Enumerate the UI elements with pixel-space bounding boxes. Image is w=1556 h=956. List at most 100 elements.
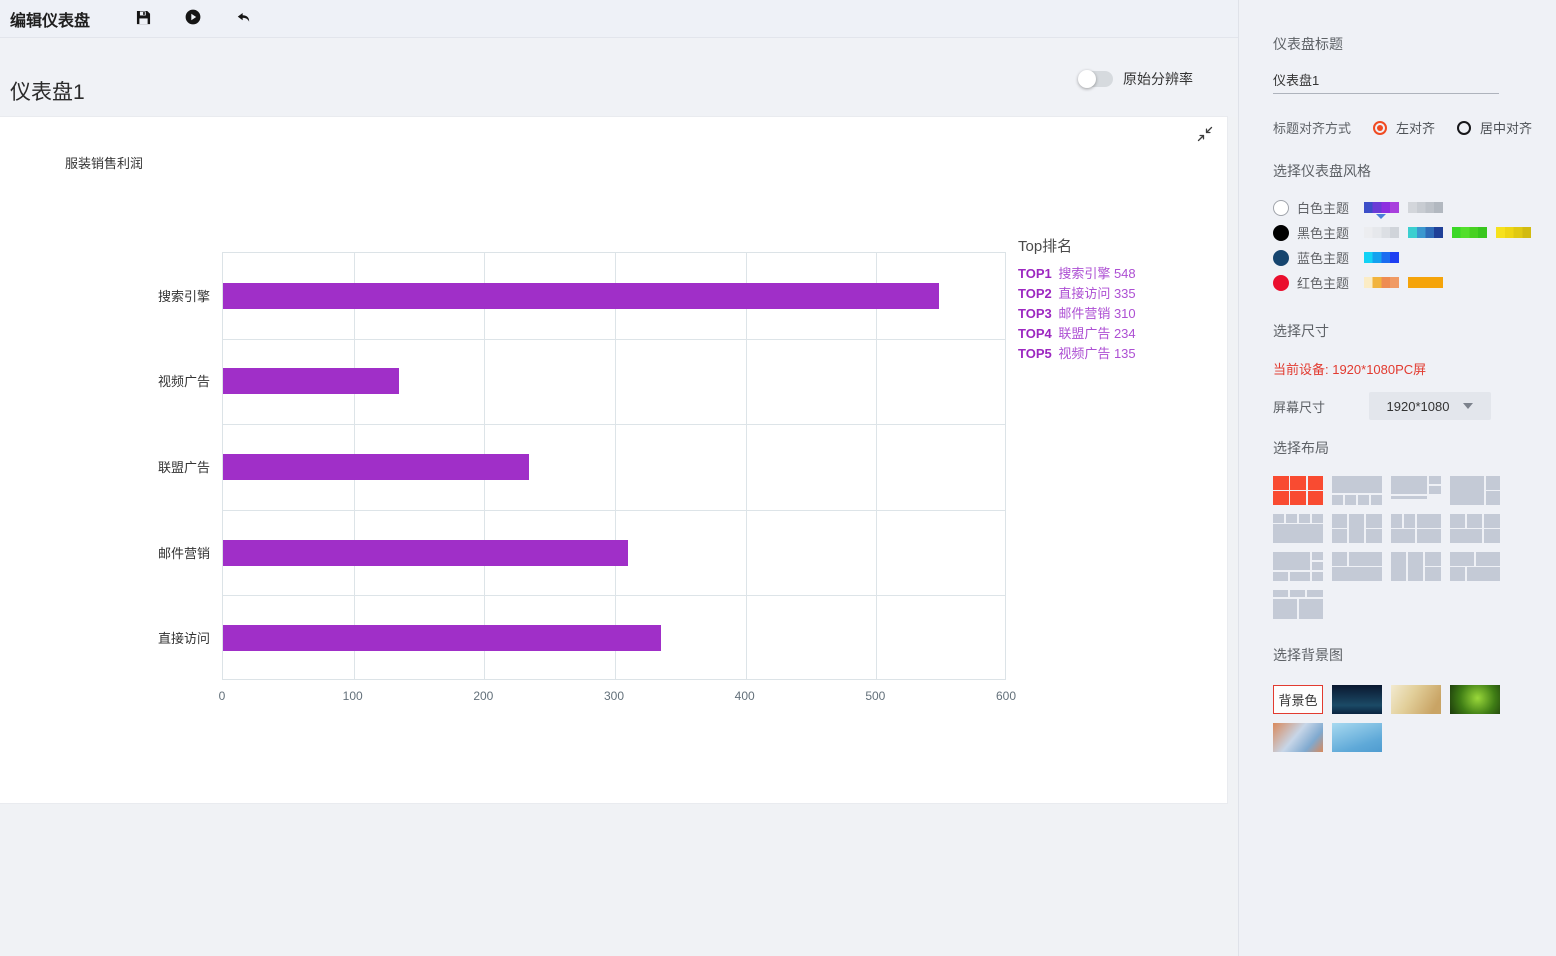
dashboard-header: 仪表盘1 原始分辨率 bbox=[0, 38, 1238, 117]
layout-thumb-7[interactable] bbox=[1391, 514, 1441, 543]
theme-swatches bbox=[1364, 227, 1531, 238]
screen-size-label: 屏幕尺寸 bbox=[1273, 399, 1326, 415]
settings-sidebar: 仪表盘标题 标题对齐方式 左对齐 居中对齐 选择仪表盘风格 白色主题黑色主题蓝色主… bbox=[1238, 0, 1556, 956]
layout-thumb-2[interactable] bbox=[1332, 476, 1382, 505]
theme-color-dot[interactable] bbox=[1273, 274, 1289, 291]
background-image-thumb-warm-field[interactable] bbox=[1391, 685, 1441, 714]
save-button[interactable] bbox=[130, 6, 156, 32]
radio-option[interactable]: 左对齐 bbox=[1373, 118, 1435, 137]
title-align-section: 标题对齐方式 左对齐 居中对齐 bbox=[1273, 118, 1532, 137]
layout-cell bbox=[1425, 552, 1441, 566]
background-image-thumb-color-blur[interactable] bbox=[1273, 723, 1323, 752]
legend-title: Top排名 bbox=[1018, 238, 1073, 255]
background-image-thumb-night-sky[interactable] bbox=[1332, 685, 1382, 714]
theme-swatch[interactable] bbox=[1496, 227, 1531, 238]
layout-cell bbox=[1450, 567, 1465, 581]
layout-cell bbox=[1391, 476, 1427, 494]
layout-thumb-13[interactable] bbox=[1273, 590, 1323, 619]
theme-swatch[interactable] bbox=[1408, 227, 1443, 238]
background-image-thumb-blue-gradient[interactable] bbox=[1332, 723, 1382, 752]
theme-swatch[interactable] bbox=[1408, 202, 1443, 213]
selected-swatch-caret-icon bbox=[1376, 214, 1386, 219]
layout-cell bbox=[1366, 514, 1382, 528]
save-icon bbox=[136, 10, 151, 28]
background-color-tile[interactable]: 背景色 bbox=[1273, 685, 1323, 714]
theme-color-dot[interactable] bbox=[1273, 224, 1289, 241]
layout-thumb-8[interactable] bbox=[1450, 514, 1500, 543]
layout-thumb-4[interactable] bbox=[1450, 476, 1500, 505]
screen-size-select[interactable]: 1920*1080 bbox=[1369, 392, 1491, 420]
layout-thumb-10[interactable] bbox=[1332, 552, 1382, 581]
layout-cell bbox=[1450, 476, 1484, 505]
layout-cell bbox=[1484, 529, 1500, 543]
bar-chart-plot bbox=[222, 252, 1006, 680]
layout-thumb-12[interactable] bbox=[1450, 552, 1500, 581]
layout-picker bbox=[1273, 476, 1501, 619]
theme-swatch[interactable] bbox=[1364, 277, 1399, 288]
layout-cell bbox=[1408, 552, 1423, 581]
layout-cell bbox=[1467, 567, 1500, 581]
theme-swatch[interactable] bbox=[1364, 202, 1399, 213]
layout-cell bbox=[1391, 552, 1406, 581]
screen-size-value: 1920*1080 bbox=[1386, 398, 1450, 414]
title-align-options: 左对齐 居中对齐 bbox=[1351, 118, 1532, 137]
layout-cell bbox=[1273, 524, 1323, 543]
bar-直接访问 bbox=[223, 625, 661, 652]
legend-item: TOP4 联盟广告 234 bbox=[1018, 326, 1136, 341]
gridline-horizontal bbox=[223, 338, 1005, 340]
layout-cell bbox=[1311, 552, 1323, 561]
theme-swatch[interactable] bbox=[1364, 227, 1399, 238]
toolbar: 编辑仪表盘 bbox=[0, 0, 1238, 38]
radio-label: 居中对齐 bbox=[1480, 121, 1533, 136]
theme-color-dot[interactable] bbox=[1273, 199, 1289, 216]
run-preview-button[interactable] bbox=[180, 6, 206, 32]
layout-thumb-3[interactable] bbox=[1391, 476, 1441, 505]
x-axis-tick-label: 200 bbox=[473, 689, 494, 703]
background-section-label: 选择背景图 bbox=[1273, 647, 1343, 663]
background-image-thumb-green-bokeh[interactable] bbox=[1450, 685, 1500, 714]
theme-row: 蓝色主题 bbox=[1273, 245, 1532, 270]
page-title: 编辑仪表盘 bbox=[10, 12, 91, 30]
theme-swatch[interactable] bbox=[1452, 227, 1487, 238]
layout-thumb-6[interactable] bbox=[1332, 514, 1382, 543]
theme-swatch[interactable] bbox=[1408, 277, 1443, 288]
original-resolution-toggle[interactable] bbox=[1078, 70, 1113, 88]
layout-thumb-1[interactable] bbox=[1273, 476, 1323, 505]
theme-color-dot[interactable] bbox=[1273, 249, 1289, 266]
play-icon bbox=[185, 9, 201, 28]
layout-cell bbox=[1273, 598, 1297, 619]
undo-button[interactable] bbox=[230, 6, 256, 32]
y-axis-label: 视频广告 bbox=[157, 374, 210, 390]
layout-cell bbox=[1450, 514, 1465, 528]
layout-thumb-11[interactable] bbox=[1391, 552, 1441, 581]
theme-swatches bbox=[1364, 277, 1443, 288]
chart-legend: Top排名 TOP1 搜索引擎 548 TOP2 直接访问 335 TOP3 邮件营… bbox=[1018, 235, 1136, 364]
legend-item: TOP5 视频广告 135 bbox=[1018, 346, 1136, 361]
collapse-icon[interactable] bbox=[1195, 125, 1215, 145]
radio-unselected-icon[interactable] bbox=[1457, 120, 1471, 135]
layout-cell bbox=[1486, 491, 1500, 505]
layout-cell bbox=[1486, 476, 1500, 490]
gridline-horizontal bbox=[223, 509, 1005, 511]
dashboard-title-input[interactable] bbox=[1273, 68, 1499, 94]
gridline-horizontal bbox=[223, 595, 1005, 597]
legend-items: TOP1 搜索引擎 548 TOP2 直接访问 335 TOP3 邮件营销 310 T… bbox=[1018, 264, 1136, 364]
layout-cell bbox=[1467, 514, 1482, 528]
x-axis-tick-label: 400 bbox=[734, 689, 755, 703]
current-device-text: 当前设备: 1920*1080PC屏 bbox=[1273, 362, 1427, 377]
layout-cell bbox=[1307, 476, 1323, 490]
y-axis-label: 联盟广告 bbox=[157, 460, 210, 475]
layout-cell bbox=[1417, 514, 1441, 528]
theme-label: 蓝色主题 bbox=[1297, 251, 1350, 266]
radio-selected-icon[interactable] bbox=[1373, 120, 1387, 135]
layout-thumb-9[interactable] bbox=[1273, 552, 1323, 581]
layout-thumb-5[interactable] bbox=[1273, 514, 1323, 543]
radio-option[interactable]: 居中对齐 bbox=[1457, 118, 1532, 137]
layout-cell bbox=[1332, 529, 1347, 543]
layout-cell bbox=[1332, 514, 1347, 528]
layout-cell bbox=[1366, 529, 1382, 543]
theme-row: 红色主题 bbox=[1273, 270, 1532, 295]
layout-cell bbox=[1307, 491, 1323, 505]
theme-label: 黑色主题 bbox=[1297, 226, 1350, 241]
theme-swatch[interactable] bbox=[1364, 252, 1399, 263]
